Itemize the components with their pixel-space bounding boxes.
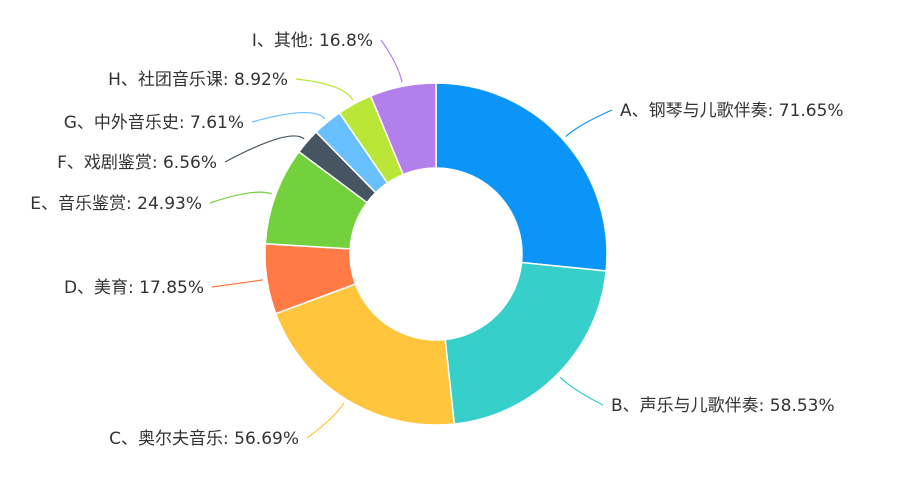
- donut-slice[interactable]: [435, 82, 608, 272]
- slice-label: F、戏剧鉴赏: 6.56%: [57, 153, 217, 173]
- leader-line: [211, 279, 264, 288]
- leader-line: [251, 111, 326, 123]
- donut-slice[interactable]: [274, 283, 456, 426]
- slice-label: A、钢琴与儿歌伴奏: 71.65%: [620, 101, 844, 121]
- leader-line: [295, 78, 354, 101]
- slice-label: I、其他: 16.8%: [252, 31, 373, 51]
- leader-line: [565, 109, 613, 138]
- leader-line: [559, 376, 604, 406]
- leader-line: [380, 39, 403, 83]
- slice-label: H、社团音乐课: 8.92%: [108, 70, 288, 90]
- slice-label: E、音乐鉴赏: 24.93%: [30, 194, 202, 214]
- donut-slice[interactable]: [444, 261, 607, 425]
- slice-label: C、奥尔夫音乐: 56.69%: [109, 429, 299, 449]
- labels-layer: A、钢琴与儿歌伴奏: 71.65% B、声乐与儿歌伴奏: 58.53% C、奥尔夫音…: [30, 31, 843, 449]
- leader-line: [306, 402, 345, 439]
- slices-layer: [264, 82, 608, 426]
- leader-lines-layer: [209, 39, 613, 439]
- leader-line: [209, 191, 272, 204]
- slice-label: B、声乐与儿歌伴奏: 58.53%: [611, 396, 835, 416]
- slice-label: D、美育: 17.85%: [64, 278, 204, 298]
- slice-label: G、中外音乐史: 7.61%: [64, 113, 244, 133]
- donut-slice[interactable]: [369, 82, 437, 176]
- leader-line: [224, 135, 305, 163]
